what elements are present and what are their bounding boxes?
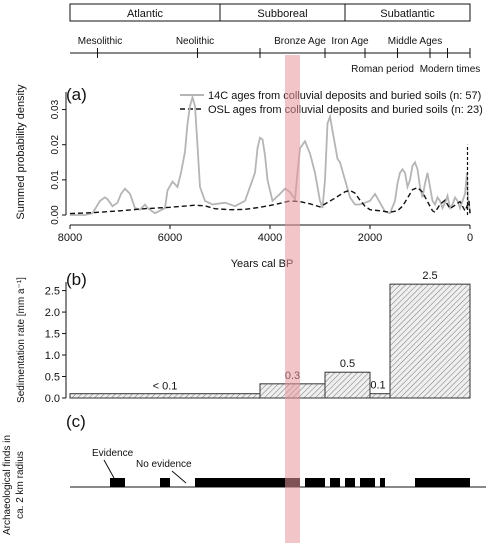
climatic-period-box — [344, 3, 471, 22]
sedimentation-bar — [369, 393, 391, 399]
y-tick-label-b: 0.0 — [45, 393, 60, 405]
bar-value-label: 0.5 — [340, 358, 355, 370]
panel-c-label: (c) — [66, 412, 86, 431]
x-tick-label-a: 0 — [467, 232, 473, 244]
y-tick-label-a: 0.03 — [50, 99, 61, 119]
series-line-c14 — [70, 94, 471, 216]
climatic-period-label: Subboreal — [257, 8, 307, 20]
evidence-block — [345, 478, 355, 487]
panel-c: (c) Archaeological finds in ca. 2 km rad… — [2, 412, 486, 535]
cultural-period-label: Middle Ages — [388, 36, 442, 47]
highlight-overlay — [285, 55, 300, 543]
period-header: Atlantic Subboreal Subatlantic Mesolithic Ne… — [69, 3, 481, 75]
panel-a-xlabel: Years cal BP — [231, 258, 294, 270]
evidence-block — [360, 478, 375, 487]
evidence-block — [380, 478, 385, 487]
sedimentation-bar — [69, 393, 261, 399]
evidence-block — [110, 478, 125, 487]
x-tick-label-a: 8000 — [58, 232, 82, 244]
legend-label-osl: OSL ages from colluvial deposits and bur… — [208, 104, 483, 116]
x-tick-label-a: 4000 — [258, 232, 282, 244]
legend-label-c14: 14C ages from colluvial deposits and bur… — [208, 90, 481, 102]
sedimentation-bar — [324, 371, 371, 399]
y-tick-label-b: 0.5 — [45, 372, 60, 384]
evidence-block — [195, 478, 300, 487]
annotation-no-evidence: No evidence — [136, 459, 192, 470]
y-tick-label-a: 0.02 — [50, 135, 61, 155]
panel-c-ylabel-line2: ca. 2 km radius — [15, 451, 26, 519]
cultural-period-label: Bronze Age — [274, 36, 326, 47]
cultural-period-label: Modern times — [420, 64, 481, 75]
bar-value-label: 0.1 — [370, 380, 385, 392]
pointer-evidence — [103, 459, 115, 479]
cultural-period-label: Mesolithic — [78, 36, 122, 47]
evidence-block — [160, 478, 170, 487]
evidence-block — [415, 478, 470, 487]
highlight-band — [285, 55, 300, 543]
y-tick-label-a: 0.00 — [50, 205, 61, 225]
cultural-period-label: Roman period — [351, 64, 414, 75]
annotation-evidence: Evidence — [92, 448, 134, 459]
panel-a: (a) Summed probability density Years cal… — [15, 84, 483, 270]
series-line-osl — [69, 186, 471, 215]
panel-a-label: (a) — [66, 85, 87, 104]
x-tick-label-a: 2000 — [358, 232, 382, 244]
x-tick-label-a: 6000 — [158, 232, 182, 244]
panel-b-label: (b) — [66, 270, 87, 289]
legend: 14C ages from colluvial deposits and bur… — [180, 90, 483, 116]
evidence-block — [330, 478, 340, 487]
y-tick-label-b: 1.5 — [45, 329, 60, 341]
y-tick-label-b: 2.0 — [45, 307, 60, 319]
bar-value-label: 2.5 — [422, 270, 437, 282]
panel-c-ylabel-line1: Archaeological finds in — [2, 435, 13, 535]
bar-value-label: < 0.1 — [153, 381, 178, 393]
pointer-no-evidence — [171, 470, 187, 484]
cultural-period-label: Iron Age — [331, 36, 369, 47]
panel-b: (b) Sedimentation rate [mm a⁻¹] 0.0 0.5 1.… — [16, 270, 471, 405]
climatic-period-label: Atlantic — [127, 8, 164, 20]
y-tick-label-b: 1.0 — [45, 350, 60, 362]
y-tick-label-a: 0.01 — [50, 170, 61, 190]
panel-b-ylabel: Sedimentation rate [mm a⁻¹] — [16, 277, 27, 403]
cultural-period-label: Neolithic — [176, 36, 214, 47]
evidence-block — [305, 478, 325, 487]
panel-a-ylabel: Summed probability density — [15, 84, 27, 220]
y-tick-label-b: 2.5 — [45, 286, 60, 298]
sedimentation-bar — [389, 283, 471, 399]
climatic-period-label: Subatlantic — [380, 8, 435, 20]
